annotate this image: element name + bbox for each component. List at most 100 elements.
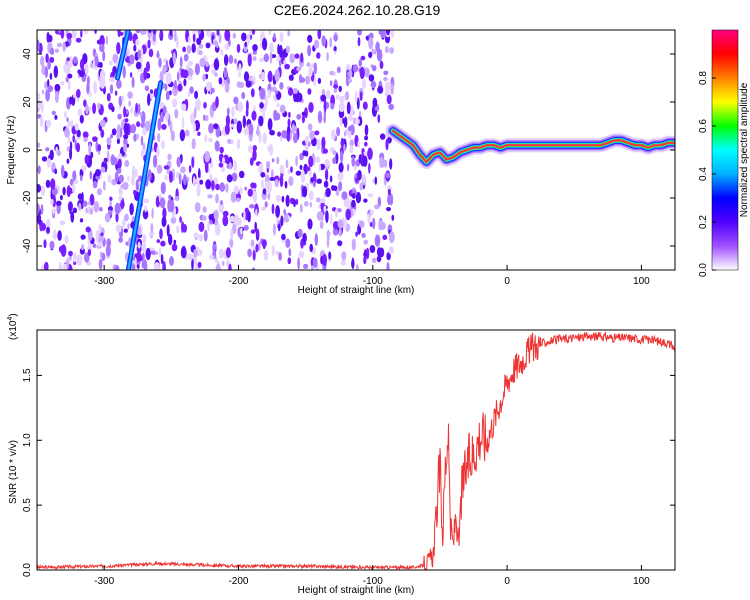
- noise-blob: [224, 123, 230, 135]
- noise-blob: [389, 158, 393, 170]
- noise-blob: [294, 53, 300, 59]
- noise-blob: [379, 133, 386, 140]
- noise-blob: [183, 53, 189, 62]
- noise-blob: [288, 74, 294, 81]
- noise-blob: [56, 150, 62, 157]
- noise-blob: [156, 145, 160, 158]
- noise-blob: [351, 192, 356, 199]
- noise-blob: [330, 102, 335, 110]
- noise-blob: [276, 102, 280, 108]
- noise-blob: [383, 70, 389, 76]
- noise-blob: [215, 263, 221, 270]
- noise-blob: [72, 135, 75, 143]
- noise-blob: [179, 56, 183, 68]
- noise-blob: [346, 101, 351, 115]
- noise-blob: [67, 73, 73, 79]
- noise-blob: [340, 260, 346, 266]
- noise-blob: [174, 108, 179, 119]
- noise-blob: [47, 85, 53, 93]
- spectrogram-y-ticks: -40 -20 0 20 40: [22, 48, 675, 253]
- noise-blob: [312, 257, 318, 268]
- noise-blob: [337, 171, 344, 181]
- noise-blob: [137, 241, 141, 249]
- noise-blob: [156, 164, 163, 174]
- noise-blob: [333, 46, 337, 52]
- noise-blob: [218, 77, 223, 85]
- noise-blob: [388, 246, 394, 255]
- noise-blob: [371, 48, 375, 55]
- noise-blob: [243, 210, 246, 222]
- noise-blob: [357, 140, 361, 148]
- noise-blob: [89, 208, 94, 215]
- noise-blob: [222, 210, 229, 217]
- noise-blob: [88, 142, 92, 156]
- noise-blob: [203, 229, 208, 242]
- noise-blob: [333, 34, 338, 42]
- noise-blob: [120, 183, 127, 189]
- noise-blob: [205, 42, 211, 49]
- noise-blob: [248, 144, 253, 153]
- noise-blob: [168, 233, 173, 246]
- noise-blob: [136, 263, 140, 269]
- noise-blob: [176, 36, 179, 49]
- noise-blob: [137, 103, 141, 114]
- noise-blob: [51, 110, 56, 115]
- noise-blob: [41, 156, 48, 162]
- noise-blob: [165, 72, 172, 85]
- noise-blob: [271, 203, 275, 215]
- noise-blob: [323, 99, 327, 112]
- noise-blob: [148, 48, 154, 58]
- noise-blob: [247, 188, 253, 197]
- noise-blob: [44, 261, 49, 270]
- noise-blob: [301, 111, 306, 117]
- noise-blob: [389, 47, 394, 54]
- noise-blob: [288, 111, 291, 118]
- noise-blob: [375, 41, 380, 53]
- noise-blob: [385, 172, 391, 179]
- noise-blob: [143, 198, 150, 204]
- snr-y-ticks: 0.0 0.5 1.0 1.5: [22, 368, 675, 577]
- noise-blob: [274, 178, 279, 188]
- noise-blob: [205, 30, 212, 37]
- noise-blob: [114, 171, 119, 184]
- noise-blob: [305, 75, 311, 85]
- noise-blob: [268, 30, 272, 36]
- noise-blob: [247, 211, 251, 223]
- noise-blob: [315, 156, 321, 164]
- noise-blob: [361, 79, 367, 90]
- noise-blob: [277, 223, 281, 232]
- noise-blob: [390, 30, 394, 38]
- noise-blob: [102, 50, 106, 62]
- noise-blob: [169, 256, 174, 266]
- noise-blob: [254, 221, 257, 232]
- noise-blob: [188, 35, 191, 44]
- noise-blob: [304, 150, 309, 157]
- noise-blob: [348, 69, 353, 78]
- noise-blob: [49, 240, 55, 250]
- noise-blob: [205, 61, 210, 67]
- noise-blob: [314, 130, 320, 136]
- noise-blob: [169, 199, 175, 213]
- noise-blob: [124, 159, 130, 168]
- noise-blob: [66, 257, 69, 270]
- noise-blob: [388, 103, 395, 110]
- noise-blob: [357, 169, 362, 181]
- noise-blob: [198, 221, 205, 232]
- x-tick-label: 0: [504, 276, 510, 287]
- noise-blob: [131, 76, 135, 88]
- noise-blob: [60, 165, 65, 178]
- noise-blob: [129, 54, 135, 65]
- noise-blob: [40, 204, 44, 215]
- noise-blob: [214, 223, 221, 236]
- noise-blob: [380, 30, 386, 39]
- noise-blob: [267, 118, 273, 131]
- noise-blob: [308, 66, 313, 78]
- noise-blob: [339, 95, 345, 104]
- noise-blob: [221, 166, 226, 173]
- noise-blob: [43, 239, 47, 249]
- noise-blob: [152, 154, 158, 168]
- noise-blob: [386, 94, 392, 105]
- noise-blob: [99, 207, 103, 212]
- noise-blob: [107, 206, 113, 212]
- noise-blob: [115, 224, 122, 233]
